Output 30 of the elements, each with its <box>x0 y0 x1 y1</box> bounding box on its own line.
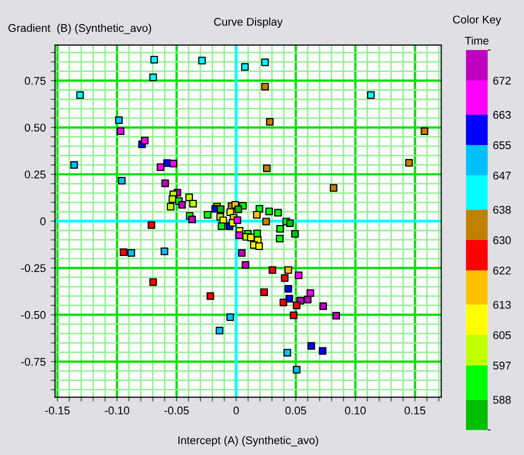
x-tick-label: 0 <box>234 406 239 414</box>
color-bar-label: 588 <box>493 396 511 404</box>
x-tick-label: -0.15 <box>45 406 70 414</box>
x-axis-title: Intercept (A) (Synthetic_avo) <box>178 436 318 446</box>
x-tick-label: 0.05 <box>285 406 306 414</box>
color-bar-label: 622 <box>493 266 511 275</box>
color-bar-label: 630 <box>493 236 511 244</box>
color-bar-label: 663 <box>493 110 511 119</box>
chart-title: Curve Display <box>214 18 283 28</box>
y-tick-label: 0 <box>40 217 46 226</box>
y-tick-label: 0.75 <box>24 76 46 85</box>
color-bar-label: 605 <box>493 331 511 340</box>
y-tick-label: -0.75 <box>21 358 46 366</box>
color-bar-label: 672 <box>493 76 511 85</box>
color-bar-label: 655 <box>493 141 511 150</box>
x-tick-label: -0.05 <box>164 406 189 414</box>
x-tick-label: 0.10 <box>345 406 366 414</box>
color-bar-label: 647 <box>493 172 511 180</box>
y-tick-label: 0.50 <box>24 124 46 132</box>
text: Color Key <box>453 15 502 26</box>
y-axis-title: Gradient (B) (Synthetic_avo) <box>8 24 152 34</box>
y-tick-label: -0.50 <box>21 311 46 319</box>
y-tick-label: -0.25 <box>21 264 46 272</box>
color-bar-title: Time <box>464 36 488 45</box>
y-tick-label: 0.25 <box>24 170 46 178</box>
x-tick-label: -0.10 <box>104 406 130 414</box>
color-bar-label: 638 <box>493 206 511 214</box>
x-tick-label: 0.15 <box>404 406 426 414</box>
color-bar-label: 597 <box>493 362 511 370</box>
color-bar-label: 613 <box>493 300 511 309</box>
